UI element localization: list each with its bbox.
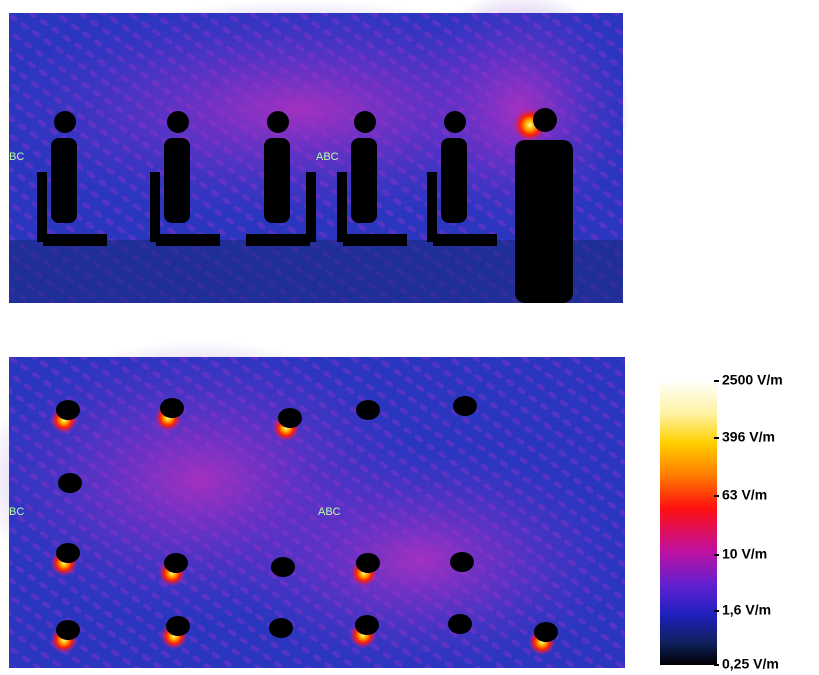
panel-label: ABC (316, 151, 339, 163)
head (355, 615, 379, 635)
head (166, 616, 190, 636)
colorbar: 2500 V/m 396 V/m 63 V/m 10 V/m 1,6 V/m 0,25 V… (660, 372, 783, 672)
colorbar-label: 10 V/m (722, 546, 767, 562)
head (271, 557, 295, 577)
head (278, 408, 302, 428)
head (160, 398, 184, 418)
top-panel: BC ABC (0, 0, 630, 303)
head (56, 543, 80, 563)
head (448, 614, 472, 634)
head (58, 473, 82, 493)
panel-label: BC (9, 151, 24, 163)
head (450, 552, 474, 572)
head (453, 396, 477, 416)
panel-label: BC (9, 506, 24, 518)
colorbar-label: 63 V/m (722, 487, 767, 503)
head (356, 553, 380, 573)
bottom-panel: BC ABC (0, 340, 625, 670)
head (269, 618, 293, 638)
head (164, 553, 188, 573)
colorbar-label: 0,25 V/m (722, 656, 779, 672)
head (56, 620, 80, 640)
head (56, 400, 80, 420)
colorbar-label: 1,6 V/m (722, 602, 771, 618)
colorbar-label: 2500 V/m (722, 372, 783, 388)
head (534, 622, 558, 642)
head (356, 400, 380, 420)
colorbar-label: 396 V/m (722, 429, 775, 445)
panel-label: ABC (318, 506, 341, 518)
